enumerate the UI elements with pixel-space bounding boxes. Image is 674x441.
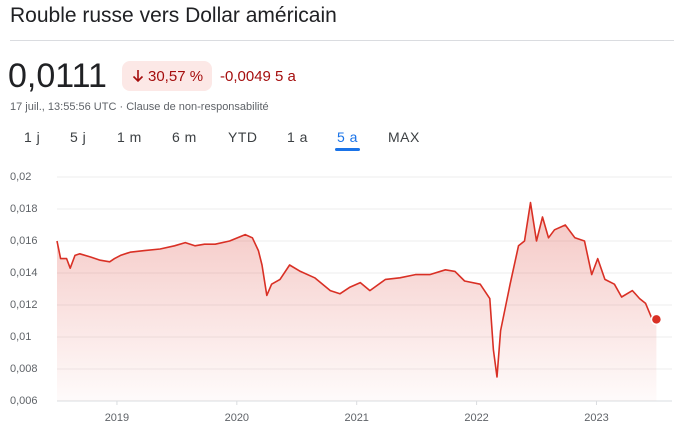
timestamp: 17 juil., 13:55:56 UTC <box>10 101 117 113</box>
range-tab[interactable]: 1 a <box>287 129 308 145</box>
range-tab[interactable]: 1 m <box>117 129 142 145</box>
disclaimer[interactable]: Clause de non-responsabilité <box>126 101 269 113</box>
x-tick-label: 2021 <box>344 412 368 424</box>
tab-underline <box>335 148 360 151</box>
y-tick-label: 0,014 <box>10 267 38 279</box>
title: Rouble russe vers Dollar américain <box>10 4 337 27</box>
divider <box>10 40 674 41</box>
change: -0,0049 5 a <box>220 68 296 85</box>
range-tab[interactable]: 1 j <box>24 129 41 145</box>
meta: 17 juil., 13:55:56 UTC · Clause de non-r… <box>10 101 269 113</box>
x-tick-label: 2020 <box>225 412 249 424</box>
range-tab[interactable]: 5 j <box>70 129 87 145</box>
x-tick-label: 2019 <box>105 412 129 424</box>
end-dot <box>650 313 663 326</box>
x-tick-label: 2023 <box>584 412 608 424</box>
y-tick-label: 0,01 <box>10 331 31 343</box>
line <box>56 201 657 378</box>
y-tick-label: 0,006 <box>10 395 38 407</box>
y-tick-label: 0,018 <box>10 203 38 215</box>
change-percent: 30,57 % <box>148 68 204 85</box>
y-tick-label: 0,012 <box>10 299 38 311</box>
separator: · <box>119 101 124 113</box>
down-arrow-icon <box>132 70 144 83</box>
price: 0,0111 <box>8 57 107 95</box>
range-tab[interactable]: MAX <box>388 129 420 145</box>
x-tick-label: 2022 <box>464 412 488 424</box>
range-tab[interactable]: 5 a <box>337 129 358 145</box>
change-badge <box>122 61 212 91</box>
y-tick-label: 0,016 <box>10 235 38 247</box>
y-tick-label: 0,02 <box>10 171 31 183</box>
range-tab[interactable]: 6 m <box>172 129 197 145</box>
area <box>57 202 657 401</box>
range-tab[interactable]: YTD <box>228 129 258 145</box>
y-tick-label: 0,008 <box>10 363 38 375</box>
